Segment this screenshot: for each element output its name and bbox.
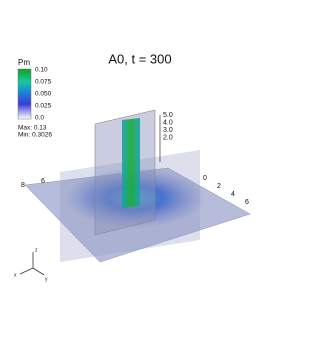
core-column	[122, 118, 140, 208]
axis-label: 5.0	[163, 112, 173, 119]
colorbar-label: Pm	[18, 58, 30, 67]
orientation-axes	[19, 252, 45, 276]
orient-y: y	[45, 276, 48, 282]
axis-label: 0	[203, 175, 207, 182]
colorbar-tick: 0.025	[35, 103, 52, 110]
colorbar-max: Max: 0.13	[18, 125, 47, 132]
colorbar-tick: 0.050	[35, 91, 52, 98]
axis-label: 3.0	[163, 127, 173, 134]
title: A0, t = 300	[108, 51, 171, 66]
colorbar-tick: 0.10	[35, 67, 48, 74]
orient-x: x	[14, 272, 17, 278]
axis-label: 4	[231, 191, 235, 198]
axis-label: 6	[41, 178, 45, 185]
colorbar-tick: 0.0	[35, 115, 44, 122]
axis-label: 4.0	[163, 119, 173, 126]
colorbar-tick: 0.075	[35, 79, 52, 86]
axis-label: 2	[217, 183, 221, 190]
colorbar-min: Min: 0.3026	[18, 132, 52, 139]
axis-label: 6	[245, 199, 249, 206]
colorbar	[17, 68, 32, 120]
axis-label: 8	[21, 182, 25, 189]
visualization: A0, t = 300 Pm 0.10 0.075 0.050 0.025 0.0 Ma…	[14, 51, 251, 282]
orient-z: z	[35, 247, 38, 253]
axis-label: 2.0	[163, 134, 173, 141]
